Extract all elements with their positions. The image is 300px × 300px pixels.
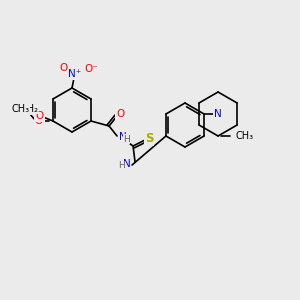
Text: CH₃: CH₃ — [12, 104, 30, 114]
Text: CH: CH — [24, 104, 38, 114]
Text: N: N — [214, 109, 222, 119]
Text: O: O — [36, 111, 44, 121]
Text: H: H — [118, 161, 124, 170]
Text: N: N — [123, 159, 131, 169]
Text: N: N — [119, 132, 127, 142]
Text: O: O — [59, 63, 67, 73]
Text: N⁺: N⁺ — [68, 69, 82, 79]
Text: CH₂: CH₂ — [21, 104, 39, 114]
Text: O: O — [116, 109, 124, 119]
Text: N: N — [214, 109, 222, 119]
Text: S: S — [145, 131, 153, 145]
Text: H: H — [123, 134, 130, 143]
Text: O⁻: O⁻ — [84, 64, 98, 74]
Text: O: O — [35, 116, 43, 126]
Text: CH₃: CH₃ — [235, 131, 253, 141]
